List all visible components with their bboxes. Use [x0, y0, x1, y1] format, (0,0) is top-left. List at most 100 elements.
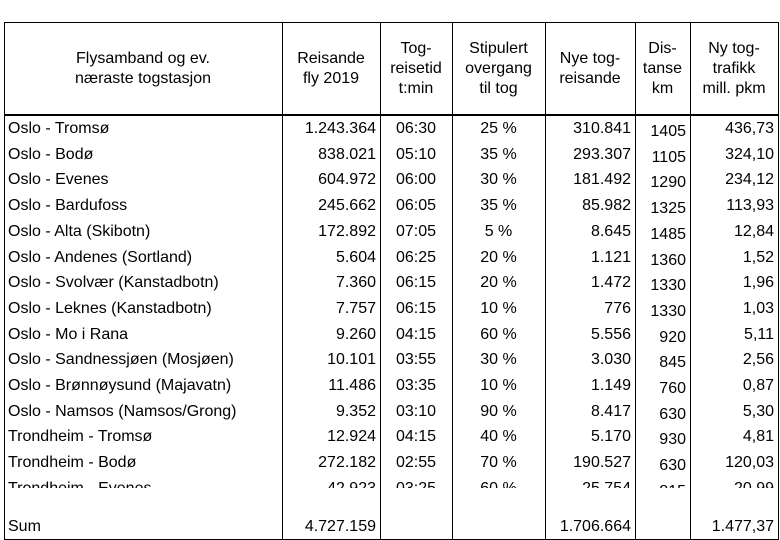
sum-cell: 4.727.159	[304, 518, 376, 535]
table-cell: 1360	[650, 251, 686, 269]
table-cell: 42.923	[286, 476, 376, 488]
column-line	[4, 22, 5, 540]
table-cell: Oslo - Svolvær (Kanstadbotn)	[8, 274, 219, 292]
header-line: trafikk	[712, 59, 756, 77]
table-cell: 05:10	[395, 145, 437, 163]
header-cell: Reisande fly 2019	[282, 22, 380, 115]
table-cell: 234,12	[725, 171, 774, 189]
table-cell: 0,87	[742, 377, 774, 394]
table-cell: 1,03	[742, 299, 774, 317]
table-cell: 181.492	[573, 171, 631, 189]
table-cell: 30 %	[480, 171, 517, 189]
header-cell: Flysamband og ev. næraste togstasjon	[4, 22, 282, 115]
table-cell: 1,96	[742, 274, 774, 292]
table-cell: 630	[659, 405, 686, 423]
table-cell: 03:55	[395, 351, 437, 369]
header-cell: Dis-tanse km	[635, 22, 690, 115]
table-cell: 30 %	[480, 351, 517, 369]
table-cell: Oslo - Brønnøysund (Majavatn)	[8, 377, 232, 394]
table-cell: 1.121	[590, 248, 631, 266]
table-cell: 120,03	[725, 454, 774, 472]
table-cell: 25.754	[549, 476, 631, 488]
table-cell: 845	[659, 354, 686, 372]
table-cell: 272.182	[318, 454, 376, 472]
header-cell: Stipulert overgang til tog	[452, 22, 545, 115]
table-cell: 1290	[650, 174, 686, 192]
table-cell: 1.243.364	[304, 120, 376, 137]
table-cell: Oslo - Alta (Skibotn)	[8, 222, 151, 240]
top-border	[4, 22, 778, 23]
table-cell: 5,11	[744, 325, 774, 343]
table-cell: 40 %	[480, 428, 517, 446]
header-line: overgang	[465, 59, 532, 77]
table-cell: 1405	[650, 123, 686, 140]
table-cell: 20 %	[480, 274, 517, 292]
header-line: mill. pkm	[702, 79, 766, 97]
table-cell: 604.972	[318, 171, 376, 189]
header-cell: Ny tog-trafikk mill. pkm	[690, 22, 778, 115]
table-cell: 310.841	[573, 120, 631, 137]
table-cell: 12.924	[327, 428, 376, 446]
table-cell: 920	[659, 328, 686, 346]
column-line	[452, 22, 453, 540]
header-line: Nye tog-	[559, 49, 621, 67]
table-cell: 172.892	[318, 222, 376, 240]
sum-cell: Sum	[8, 518, 41, 535]
table-cell: 815	[639, 479, 686, 488]
table-cell: Trondheim - Evenes	[8, 476, 278, 488]
table-cell: 5,30	[742, 402, 774, 420]
header-line: km	[651, 79, 674, 97]
table-cell: 06:15	[395, 299, 437, 317]
table-cell: 60 %	[480, 325, 517, 343]
table-cell: 03:10	[395, 402, 437, 420]
table-cell: 1105	[651, 148, 686, 166]
table-cell: 85.982	[582, 197, 631, 215]
table-cell: 8.645	[590, 222, 631, 240]
table-cell: 190.527	[573, 454, 631, 472]
table-cell: 324,10	[725, 145, 774, 163]
table-cell: 436,73	[725, 120, 774, 137]
header-line: reisande	[559, 69, 621, 87]
header-line: Dis-	[648, 39, 677, 57]
table-cell: 35 %	[480, 145, 517, 163]
header-line: Tog-	[400, 39, 432, 57]
table-cell: 60 %	[456, 476, 541, 488]
table-cell: 776	[604, 299, 631, 317]
table-cell: 3.030	[590, 351, 631, 369]
table-cell: 06:30	[395, 120, 437, 137]
header-line: fly 2019	[302, 69, 360, 87]
table-cell: 5.604	[335, 248, 376, 266]
table-cell: 630	[659, 457, 686, 475]
table-cell: 760	[659, 380, 686, 397]
table-cell: 8.417	[590, 402, 631, 420]
table-cell: 06:15	[395, 274, 437, 292]
table-cell: 10 %	[480, 299, 517, 317]
table-cell: 1.472	[590, 274, 631, 292]
column-line	[778, 22, 779, 540]
table-cell: 06:00	[395, 171, 437, 189]
table-cell: 113,93	[726, 197, 774, 215]
column-line	[635, 22, 636, 540]
table-cell: 838.021	[318, 145, 376, 163]
table-cell: 11.486	[328, 377, 376, 394]
header-line: Stipulert	[469, 39, 528, 57]
column-line	[380, 22, 381, 540]
table-cell: 7.360	[335, 274, 376, 292]
table-cell: 5.556	[590, 325, 631, 343]
header-cell: Tog-reisetid t:min	[380, 22, 452, 115]
header-line: næraste togstasjon	[74, 69, 212, 87]
column-line	[690, 22, 691, 540]
table-cell: 70 %	[480, 454, 517, 472]
table-cell: Trondheim - Tromsø	[8, 428, 153, 446]
table-cell: 5 %	[484, 222, 513, 240]
header-line: Reisande	[297, 49, 365, 67]
table-cell: 10 %	[480, 377, 517, 394]
table-cell: 04:15	[395, 325, 437, 343]
table-cell: 20,99	[694, 476, 774, 488]
column-line	[545, 22, 546, 540]
table-cell: 35 %	[480, 197, 517, 215]
table-cell: 1325	[650, 200, 686, 218]
table-cell: 2,56	[742, 351, 774, 369]
table-cell: 293.307	[573, 145, 631, 163]
